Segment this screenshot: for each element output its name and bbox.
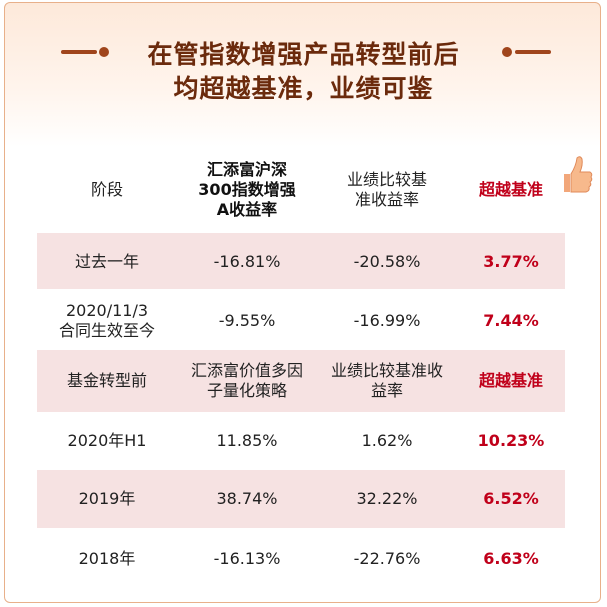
table-cell-fund: -16.13% (213, 549, 281, 568)
title-decoration-right (515, 50, 551, 54)
thumbs-up-icon (558, 152, 594, 200)
table-cell-stage: 2020年H1 (67, 431, 147, 450)
table-cell-excess: 7.44% (483, 311, 539, 330)
table-cell-fund: 11.85% (216, 431, 278, 450)
title-line-1: 在管指数增强产品转型前后 (147, 40, 460, 69)
row-background (37, 233, 565, 289)
table-cell-fund: 38.74% (216, 489, 278, 508)
header-benchmark-return: 业绩比较基 准收益率 (346, 170, 427, 209)
row-background (37, 350, 565, 412)
table-cell-stage: 2019年 (78, 489, 136, 508)
table-cell-bench: 1.62% (361, 431, 413, 450)
table-cell-excess: 3.77% (483, 252, 539, 271)
title-line-2: 均超越基准，业绩可鉴 (173, 74, 434, 103)
table-cell-excess: 10.23% (477, 431, 545, 450)
table-cell-stage: 过去一年 (74, 252, 139, 271)
table-cell-excess: 6.52% (483, 489, 539, 508)
table-cell-bench: 32.22% (356, 489, 418, 508)
table-cell-bench: -20.58% (353, 252, 421, 271)
title-dot-right (502, 47, 512, 57)
title-decoration-left (61, 50, 97, 54)
header2-excess: 超越基准 (478, 371, 543, 390)
header2-fund-return: 汇添富价值多因 子量化策略 (190, 361, 303, 400)
table-cell-stage: 2020/11/3 合同生效至今 (58, 301, 155, 340)
header2-stage: 基金转型前 (66, 371, 147, 390)
row-background (37, 470, 565, 528)
header2-benchmark-return: 业绩比较基准收 益率 (330, 361, 443, 400)
header-stage: 阶段 (90, 180, 123, 199)
table-cell-excess: 6.63% (483, 549, 539, 568)
table-cell-stage: 2018年 (78, 549, 136, 568)
table-cell-bench: -22.76% (353, 549, 421, 568)
table-cell-bench: -16.99% (353, 311, 421, 330)
page-title: 在管指数增强产品转型前后 均超越基准，业绩可鉴 (0, 38, 607, 106)
header-fund-return: 汇添富沪深 300指数增强 A收益率 (198, 160, 296, 219)
table-cell-fund: -16.81% (213, 252, 281, 271)
header-excess: 超越基准 (478, 180, 543, 199)
table-cell-fund: -9.55% (218, 311, 276, 330)
title-dot-left (99, 47, 109, 57)
